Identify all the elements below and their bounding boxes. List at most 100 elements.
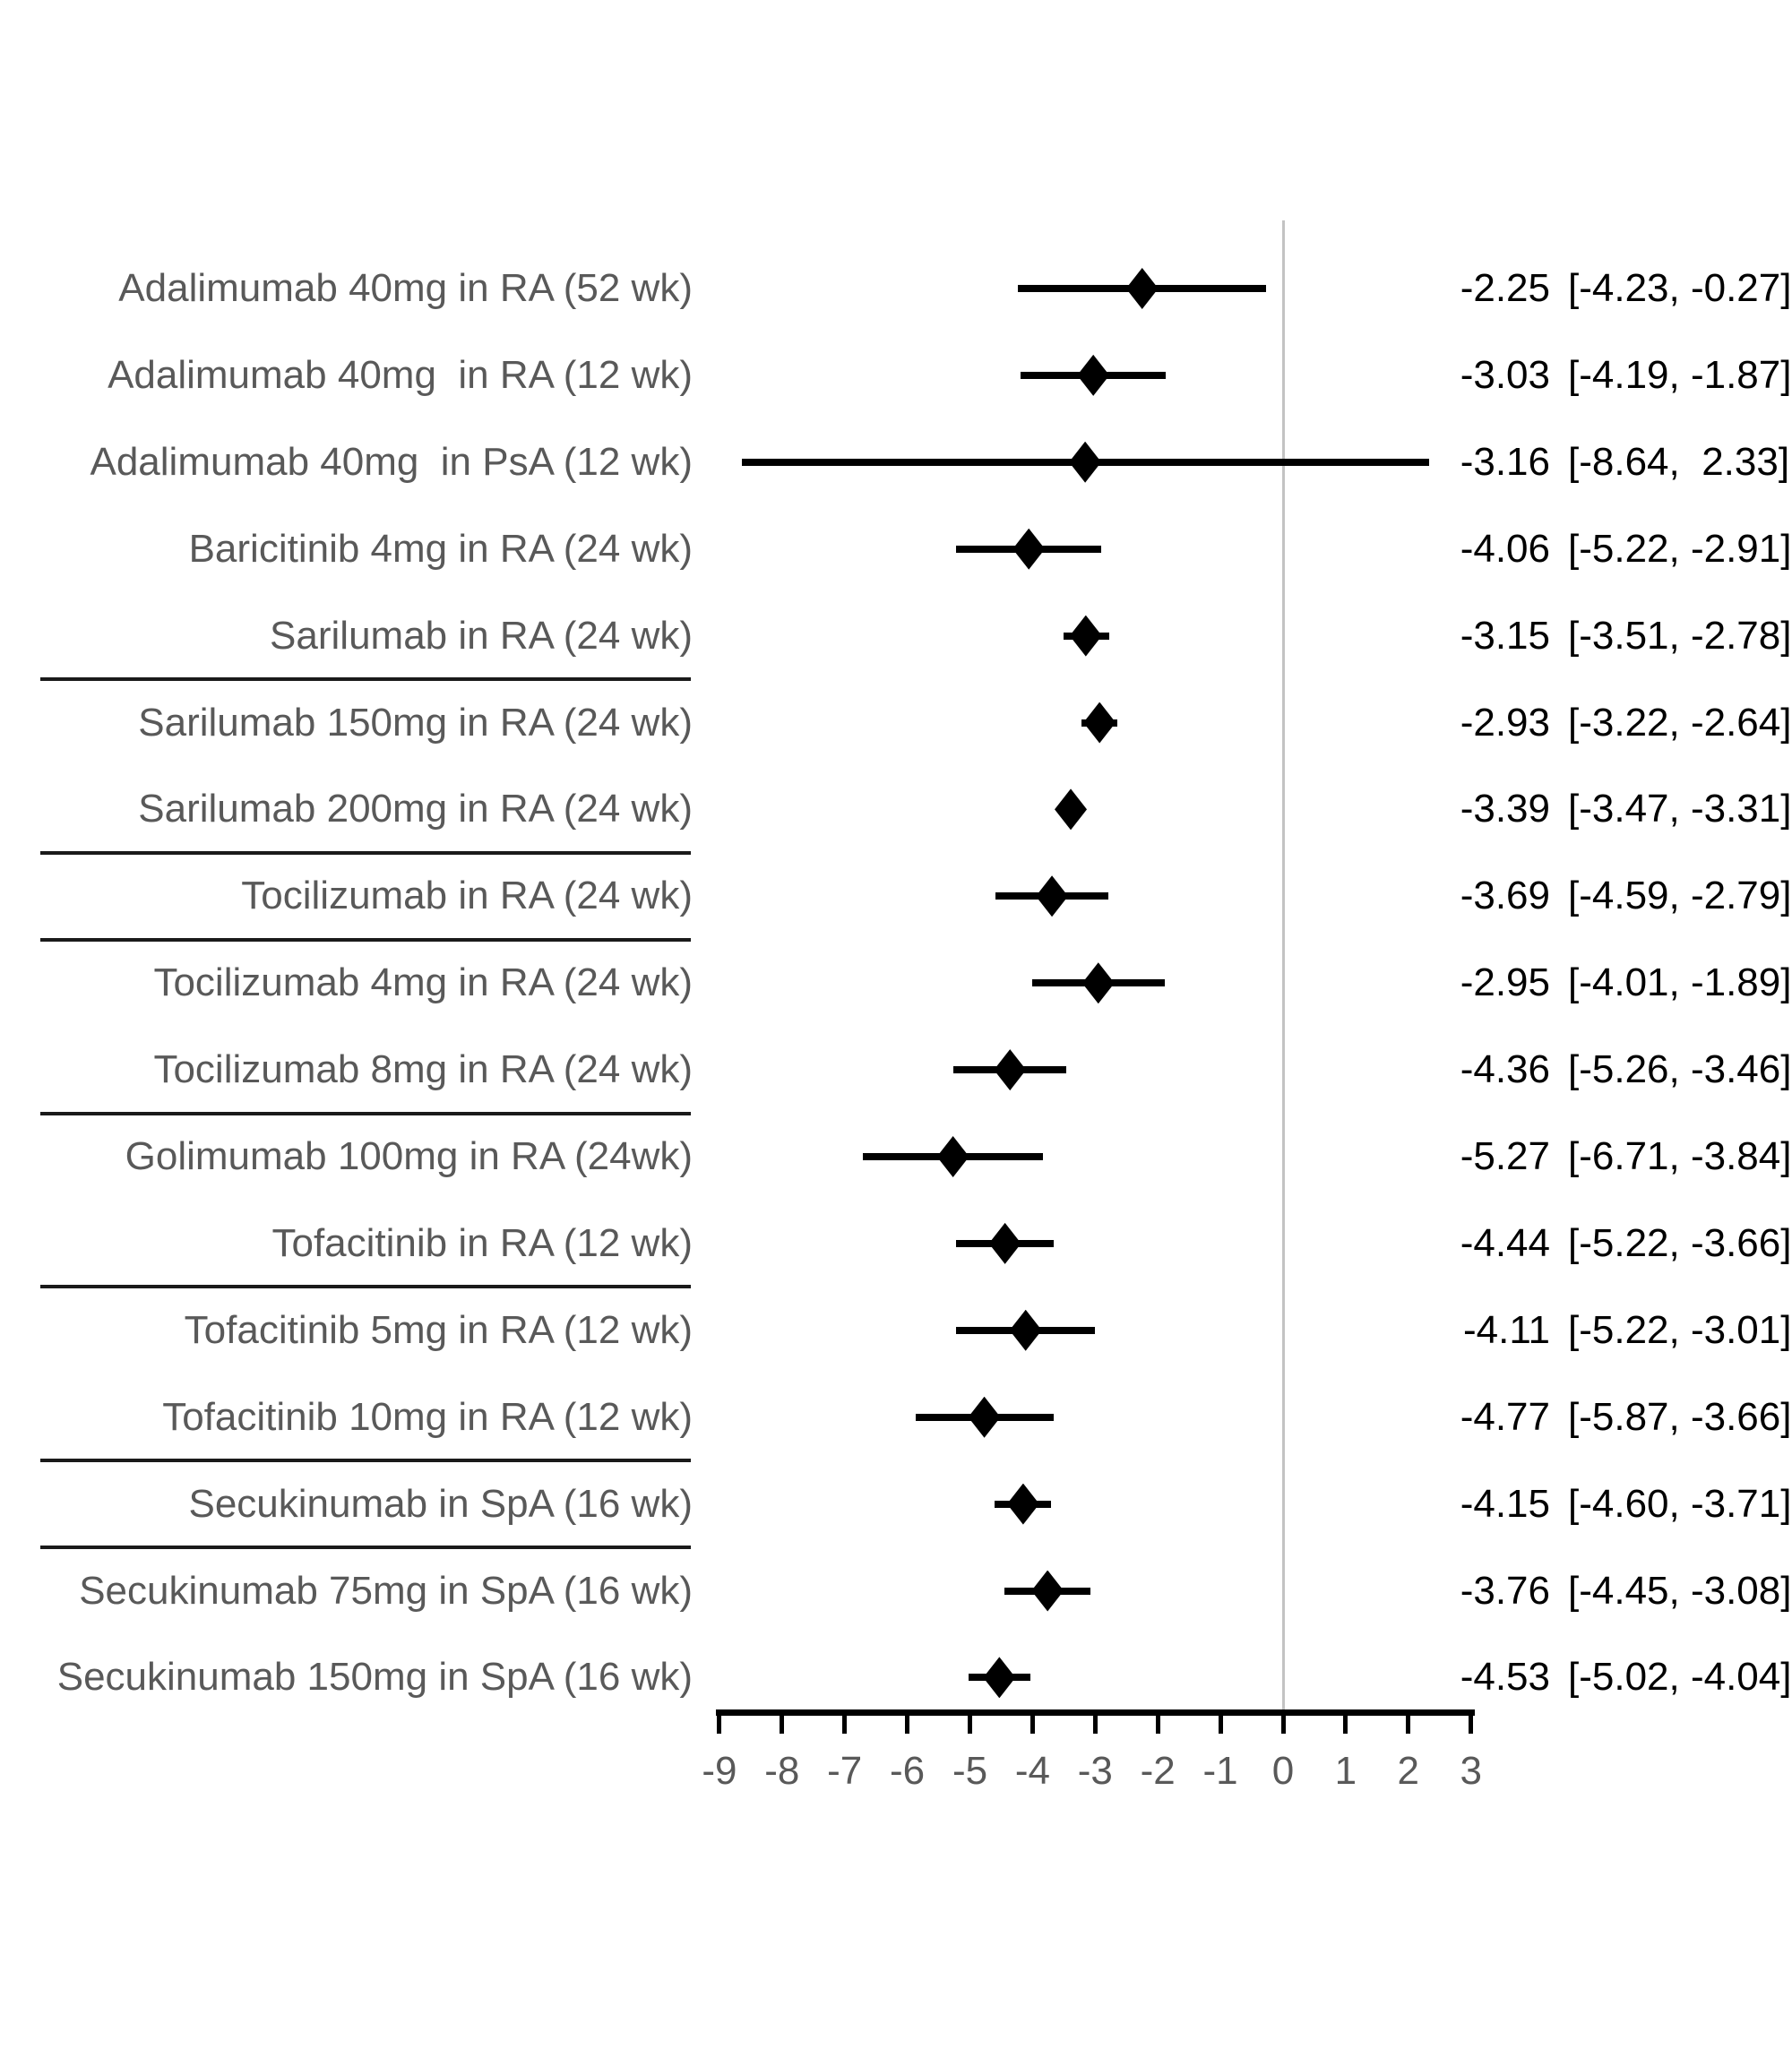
group-separator-line bbox=[40, 1546, 691, 1550]
x-axis-tick bbox=[1406, 1709, 1411, 1734]
confidence-interval-text: [-5.26, -3.46] bbox=[1568, 1047, 1792, 1092]
x-axis-tick-label: -7 bbox=[827, 1749, 863, 1793]
point-estimate-diamond bbox=[983, 1657, 1016, 1699]
confidence-interval-text: [-6.71, -3.84] bbox=[1568, 1134, 1792, 1178]
point-estimate-diamond bbox=[968, 1396, 1001, 1438]
group-separator-line bbox=[40, 1285, 691, 1289]
confidence-interval-text: [-4.59, -2.79] bbox=[1568, 874, 1792, 918]
point-estimate-diamond bbox=[1006, 1483, 1039, 1525]
estimate-value: -4.06 bbox=[1460, 526, 1550, 571]
point-estimate-diamond bbox=[1069, 441, 1102, 483]
x-axis-tick-label: -4 bbox=[1014, 1749, 1050, 1793]
x-axis-tick-label: -3 bbox=[1077, 1749, 1113, 1793]
group-separator-line bbox=[40, 677, 691, 682]
point-estimate-diamond bbox=[1077, 354, 1110, 396]
estimate-value: -3.76 bbox=[1460, 1568, 1550, 1613]
point-estimate-diamond bbox=[1031, 1570, 1064, 1612]
row-label: Tofacitinib 10mg in RA (12 wk) bbox=[162, 1394, 693, 1439]
x-axis-tick-label: 2 bbox=[1397, 1749, 1420, 1793]
x-axis-tick bbox=[905, 1709, 910, 1734]
confidence-interval-text: [-3.51, -2.78] bbox=[1568, 613, 1792, 658]
row-label: Tofacitinib 5mg in RA (12 wk) bbox=[184, 1307, 693, 1352]
row-label: Sarilumab 200mg in RA (24 wk) bbox=[138, 787, 693, 831]
x-axis-tick bbox=[1469, 1709, 1474, 1734]
point-estimate-diamond bbox=[1012, 528, 1046, 570]
estimate-value: -3.15 bbox=[1460, 613, 1550, 658]
confidence-interval-text: [-5.22, -3.66] bbox=[1568, 1220, 1792, 1265]
estimate-value: -3.16 bbox=[1460, 439, 1550, 484]
confidence-interval-text: [-5.22, -3.01] bbox=[1568, 1307, 1792, 1352]
group-separator-line bbox=[40, 937, 691, 942]
row-label: Tofacitinib in RA (12 wk) bbox=[271, 1220, 693, 1265]
row-label: Sarilumab in RA (24 wk) bbox=[270, 613, 693, 658]
row-label: Sarilumab 150mg in RA (24 wk) bbox=[138, 700, 693, 745]
x-axis-tick bbox=[1280, 1709, 1286, 1734]
estimate-value: -4.77 bbox=[1460, 1394, 1550, 1439]
point-estimate-diamond bbox=[988, 1222, 1021, 1264]
row-label: Tocilizumab 4mg in RA (24 wk) bbox=[153, 960, 693, 1005]
x-axis-tick bbox=[1343, 1709, 1348, 1734]
estimate-value: -4.15 bbox=[1460, 1481, 1550, 1526]
estimate-value: -5.27 bbox=[1460, 1134, 1550, 1178]
row-label: Adalimumab 40mg in PsA (12 wk) bbox=[90, 439, 693, 484]
x-axis-tick-label: -1 bbox=[1202, 1749, 1238, 1793]
point-estimate-diamond bbox=[1036, 875, 1069, 917]
confidence-interval-text: [-5.22, -2.91] bbox=[1568, 526, 1792, 571]
confidence-interval-text: [-5.87, -3.66] bbox=[1568, 1394, 1792, 1439]
confidence-interval-text: [-3.22, -2.64] bbox=[1568, 700, 1792, 745]
confidence-interval-text: [-4.01, -1.89] bbox=[1568, 960, 1792, 1005]
x-axis-tick-label: 3 bbox=[1460, 1749, 1482, 1793]
point-estimate-diamond bbox=[1083, 702, 1116, 744]
point-estimate-diamond bbox=[994, 1049, 1027, 1091]
row-label: Adalimumab 40mg in RA (52 wk) bbox=[118, 266, 693, 310]
x-axis-tick bbox=[717, 1709, 722, 1734]
x-axis-tick-label: -9 bbox=[702, 1749, 737, 1793]
group-separator-line bbox=[40, 850, 691, 855]
group-separator-line bbox=[40, 1459, 691, 1463]
zero-reference-line bbox=[1281, 220, 1285, 1713]
confidence-interval-text: [-3.47, -3.31] bbox=[1568, 787, 1792, 831]
estimate-value: -2.95 bbox=[1460, 960, 1550, 1005]
estimate-value: -3.03 bbox=[1460, 352, 1550, 397]
x-axis-tick-label: -5 bbox=[952, 1749, 988, 1793]
row-label: Adalimumab 40mg in RA (12 wk) bbox=[108, 352, 693, 397]
point-estimate-diamond bbox=[1081, 962, 1115, 1004]
confidence-interval-text: [-5.02, -4.04] bbox=[1568, 1655, 1792, 1700]
x-axis-tick bbox=[1155, 1709, 1160, 1734]
estimate-value: -3.69 bbox=[1460, 874, 1550, 918]
row-label: Golimumab 100mg in RA (24wk) bbox=[125, 1134, 693, 1178]
point-estimate-diamond bbox=[1055, 788, 1088, 831]
confidence-interval-text: [-4.19, -1.87] bbox=[1568, 352, 1792, 397]
estimate-value: -2.93 bbox=[1460, 700, 1550, 745]
row-label: Secukinumab in SpA (16 wk) bbox=[188, 1481, 693, 1526]
x-axis-tick bbox=[780, 1709, 785, 1734]
row-label: Secukinumab 75mg in SpA (16 wk) bbox=[79, 1568, 693, 1613]
point-estimate-diamond bbox=[1125, 268, 1159, 309]
confidence-interval-text: [-4.60, -3.71] bbox=[1568, 1481, 1792, 1526]
x-axis-tick-label: -2 bbox=[1140, 1749, 1176, 1793]
estimate-value: -4.11 bbox=[1462, 1307, 1550, 1352]
estimate-value: -4.36 bbox=[1460, 1047, 1550, 1092]
confidence-interval-text: [-4.45, -3.08] bbox=[1568, 1568, 1792, 1613]
row-label: Tocilizumab in RA (24 wk) bbox=[241, 874, 693, 918]
point-estimate-diamond bbox=[1009, 1309, 1042, 1351]
x-axis-tick bbox=[968, 1709, 972, 1734]
group-separator-line bbox=[40, 1111, 691, 1115]
estimate-value: -4.44 bbox=[1460, 1220, 1550, 1265]
x-axis-tick bbox=[1092, 1709, 1098, 1734]
x-axis-tick-label: -8 bbox=[764, 1749, 800, 1793]
estimate-value: -4.53 bbox=[1460, 1655, 1550, 1700]
confidence-interval-text: [-4.23, -0.27] bbox=[1568, 266, 1792, 310]
x-axis-tick-label: 0 bbox=[1271, 1749, 1295, 1793]
confidence-interval-text: [-8.64, 2.33] bbox=[1568, 439, 1790, 484]
row-label: Secukinumab 150mg in SpA (16 wk) bbox=[56, 1655, 693, 1700]
x-axis-tick bbox=[842, 1709, 848, 1734]
point-estimate-diamond bbox=[1069, 615, 1102, 657]
x-axis-tick bbox=[1030, 1709, 1035, 1734]
row-label: Baricitinib 4mg in RA (24 wk) bbox=[188, 526, 693, 571]
x-axis-tick-label: 1 bbox=[1334, 1749, 1357, 1793]
x-axis-tick-label: -6 bbox=[890, 1749, 926, 1793]
point-estimate-diamond bbox=[936, 1136, 969, 1177]
estimate-value: -3.39 bbox=[1460, 787, 1550, 831]
